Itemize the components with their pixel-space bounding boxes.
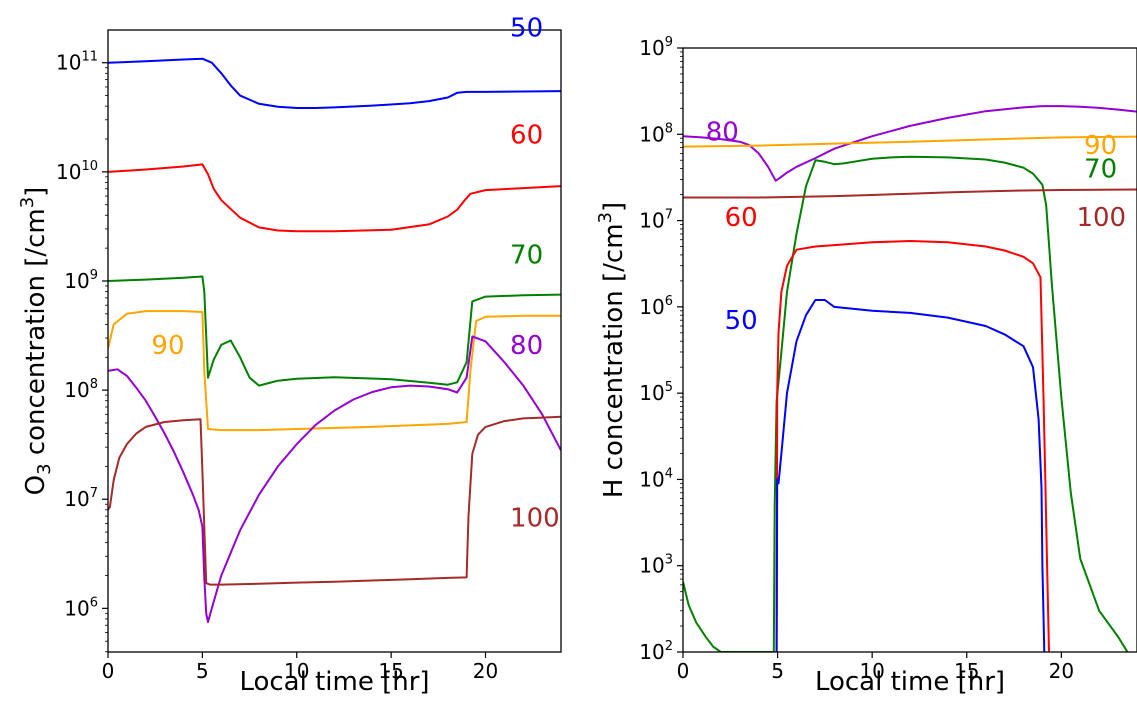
x-tick-label: 10	[859, 659, 884, 683]
series-label-70: 70	[1084, 155, 1117, 185]
y-tick-label: 102	[639, 639, 673, 664]
y-tick-label: 106	[64, 595, 98, 620]
series-label-50: 50	[510, 14, 543, 44]
series-label-100: 100	[510, 504, 560, 534]
plot-frame	[107, 29, 562, 653]
series-label-80: 80	[510, 331, 543, 361]
y-tick-label: 1010	[56, 159, 98, 184]
y-tick-label: 105	[639, 380, 673, 405]
x-tick-label: 5	[771, 659, 784, 683]
series-lines	[108, 57, 561, 623]
series-label-60: 60	[510, 120, 543, 150]
y-tick-label: 109	[639, 35, 673, 60]
x-tick-label: 15	[378, 659, 403, 683]
series-line-100	[108, 415, 561, 586]
y-tick-label: 109	[64, 268, 98, 293]
series-line-80	[108, 335, 561, 623]
series-label-70: 70	[510, 240, 543, 270]
x-tick-label: 20	[1049, 659, 1074, 683]
series-line-70	[683, 155, 1129, 652]
series-line-60	[108, 163, 561, 233]
plot-frame	[682, 47, 1137, 653]
h-panel: 0 5 10 15 20 102 103 104 105 106 107 108 109 Local ti…	[595, 35, 1137, 697]
series-line-90	[108, 310, 561, 432]
x-tick-label: 0	[677, 659, 690, 683]
series-line-100	[683, 188, 1137, 199]
y-tick-label: 108	[64, 377, 98, 402]
y-tick-label: 104	[639, 466, 673, 491]
y-axis-label: O3 concentration [/cm3]	[17, 187, 55, 496]
series-line-50	[775, 299, 1046, 652]
x-tick-label: 20	[473, 659, 498, 683]
series-label-50: 50	[725, 306, 758, 336]
series-label-60: 60	[725, 203, 758, 233]
series-label-90: 90	[151, 331, 184, 361]
x-axis-label: Local time [hr]	[239, 667, 429, 697]
series-line-50	[108, 57, 561, 109]
series-line-80	[683, 105, 1137, 182]
y-tick-label: 106	[639, 294, 673, 319]
y-tick-label: 107	[64, 486, 98, 511]
x-tick-label: 15	[954, 659, 979, 683]
series-label-80: 80	[706, 117, 739, 147]
o3-panel: 0 5 10 15 20 106 107 108 109 1010 1011 Local time […	[17, 14, 562, 697]
series-label-100: 100	[1076, 203, 1126, 233]
series-label-90: 90	[1084, 131, 1117, 161]
y-tick-label: 108	[639, 121, 673, 146]
y-tick-label: 103	[639, 553, 673, 578]
x-tick-label: 0	[102, 659, 115, 683]
x-axis-label: Local time [hr]	[815, 667, 1005, 697]
y-tick-label: 1011	[56, 50, 98, 75]
series-lines	[683, 105, 1137, 652]
y-axis-label: H concentration [/cm3]	[595, 202, 629, 498]
x-tick-label: 5	[196, 659, 209, 683]
x-tick-label: 10	[284, 659, 309, 683]
series-line-90	[683, 135, 1137, 148]
series-line-70	[108, 275, 561, 387]
y-tick-label: 107	[639, 208, 673, 233]
series-line-60	[775, 240, 1050, 652]
